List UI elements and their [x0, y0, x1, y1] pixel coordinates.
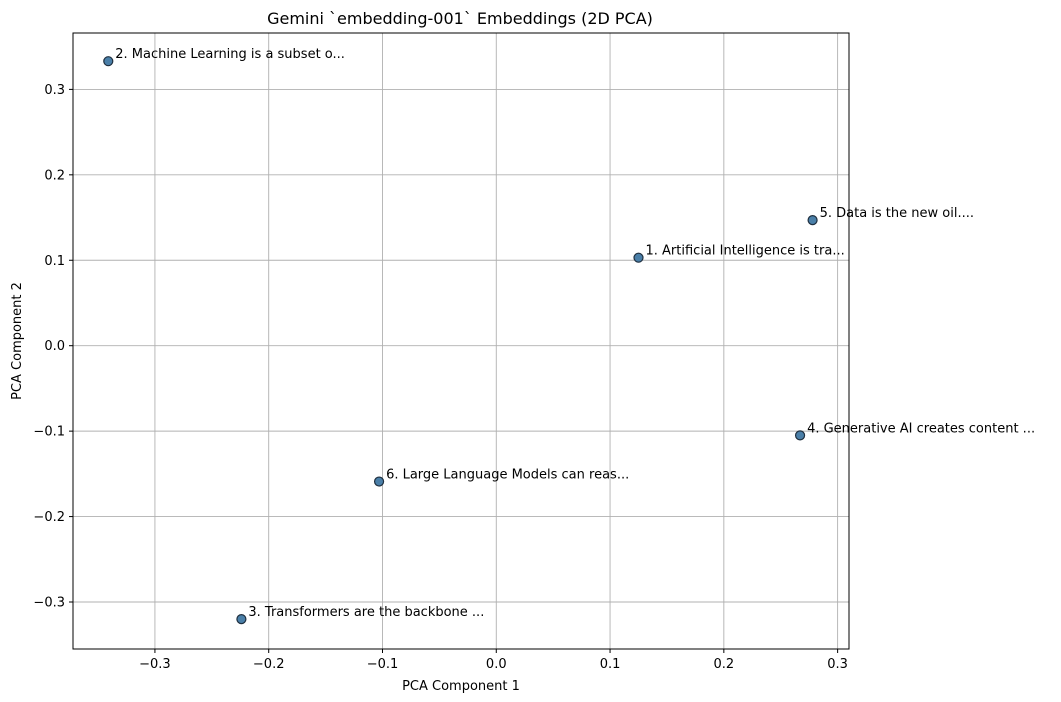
- x-tick-label: −0.3: [139, 657, 171, 672]
- y-tick-label: 0.0: [44, 339, 65, 354]
- data-points: 1. Artificial Intelligence is tra... 2. M…: [103, 47, 1035, 625]
- data-point: [236, 613, 247, 625]
- axis-ticks: −0.3 −0.2 −0.1 0.0 0.1 0.2 0.3 −0.3 −0.2 −0.1 0.0 0…: [33, 83, 848, 672]
- x-tick-label: 0.1: [600, 657, 621, 672]
- data-point-label: 1. Artificial Intelligence is tra...: [646, 244, 845, 259]
- data-point-label: 4. Generative AI creates content ...: [807, 421, 1035, 436]
- data-point: [807, 215, 818, 226]
- data-point: [373, 476, 385, 487]
- chart-title: Gemini `embedding-001` Embeddings (2D PC…: [267, 9, 653, 28]
- data-point-label: 3. Transformers are the backbone ...: [248, 605, 484, 620]
- plot-frame: [72, 32, 850, 650]
- x-tick-label: −0.2: [253, 657, 285, 672]
- x-axis-label: PCA Component 1: [402, 679, 520, 694]
- y-tick-label: 0.1: [44, 254, 65, 269]
- x-tick-label: −0.1: [367, 657, 399, 672]
- data-point: [103, 56, 114, 67]
- data-point: [633, 252, 644, 263]
- x-tick-label: 0.3: [827, 657, 848, 672]
- x-tick-label: 0.0: [486, 657, 507, 672]
- y-tick-label: −0.1: [33, 425, 65, 440]
- data-point-label: 2. Machine Learning is a subset o...: [115, 47, 345, 62]
- y-axis-label: PCA Component 2: [10, 282, 25, 400]
- data-point: [794, 430, 806, 441]
- y-tick-label: −0.2: [33, 510, 65, 525]
- y-tick-label: −0.3: [33, 596, 65, 611]
- x-tick-label: 0.2: [713, 657, 734, 672]
- data-point-label: 6. Large Language Models can reas...: [386, 468, 629, 483]
- data-point-label: 5. Data is the new oil....: [820, 206, 974, 221]
- y-tick-label: 0.2: [44, 168, 65, 183]
- y-tick-label: 0.3: [44, 83, 65, 98]
- grid: [73, 33, 849, 649]
